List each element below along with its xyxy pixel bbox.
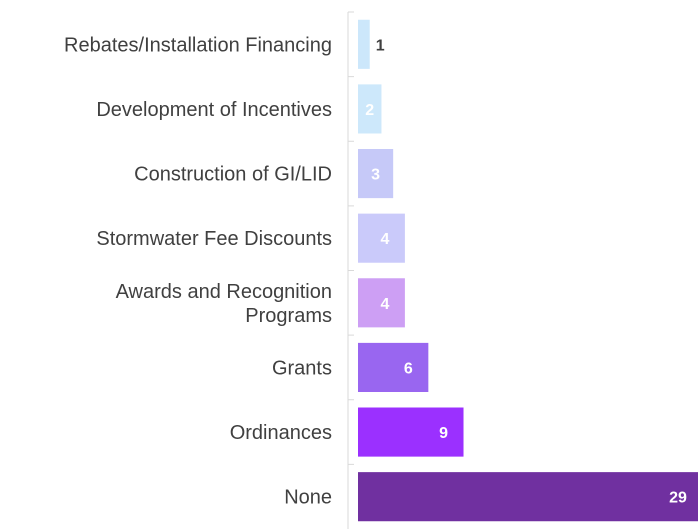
category-label: Awards and Recognition Programs — [116, 281, 332, 327]
bar — [358, 407, 464, 457]
value-label: 4 — [380, 231, 389, 248]
bar — [358, 342, 429, 392]
value-label: 29 — [669, 490, 687, 507]
value-label: 2 — [365, 102, 374, 119]
category-label: Development of Incentives — [96, 99, 332, 121]
category-label: Stormwater Fee Discounts — [96, 228, 332, 250]
value-label: 9 — [439, 425, 448, 442]
bar — [358, 472, 698, 522]
value-label: 6 — [404, 360, 413, 377]
category-label: Grants — [272, 357, 332, 379]
bar — [358, 213, 405, 263]
bar — [358, 149, 394, 199]
value-label: 3 — [371, 167, 380, 184]
value-label: 4 — [380, 296, 389, 313]
category-label: Rebates/Installation Financing — [64, 34, 332, 56]
value-label: 1 — [376, 37, 385, 54]
bar — [358, 19, 370, 69]
bar — [358, 84, 382, 134]
category-label: None — [284, 487, 332, 509]
category-label: Ordinances — [230, 422, 332, 444]
bar — [358, 278, 405, 328]
category-label: Construction of GI/LID — [134, 164, 332, 186]
